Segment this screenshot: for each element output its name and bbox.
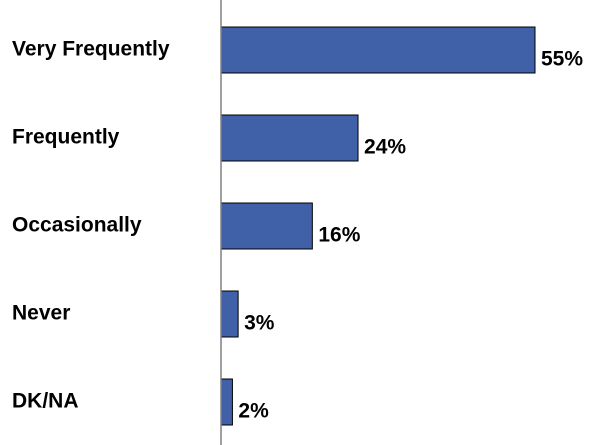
bar-frequently <box>220 114 359 162</box>
value-label-very-frequently: 55% <box>541 48 583 71</box>
bars-group <box>220 26 536 426</box>
value-labels-group: 55% 24% 16% 3% 2% <box>238 48 583 423</box>
value-label-dk-na: 2% <box>238 400 269 423</box>
value-label-never: 3% <box>244 312 275 335</box>
value-label-occasionally: 16% <box>318 224 360 247</box>
category-label-frequently: Frequently <box>12 126 120 149</box>
category-label-occasionally: Occasionally <box>12 214 142 237</box>
bar-never <box>220 290 239 338</box>
bar-dk-na <box>220 378 233 426</box>
bar-very-frequently <box>220 26 536 74</box>
category-label-dk-na: DK/NA <box>12 390 79 413</box>
category-labels-group: Very Frequently Frequently Occasionally Nev… <box>12 38 170 413</box>
value-label-frequently: 24% <box>364 136 406 159</box>
category-label-very-frequently: Very Frequently <box>12 38 170 61</box>
bar-occasionally <box>220 202 313 250</box>
category-label-never: Never <box>12 302 70 325</box>
